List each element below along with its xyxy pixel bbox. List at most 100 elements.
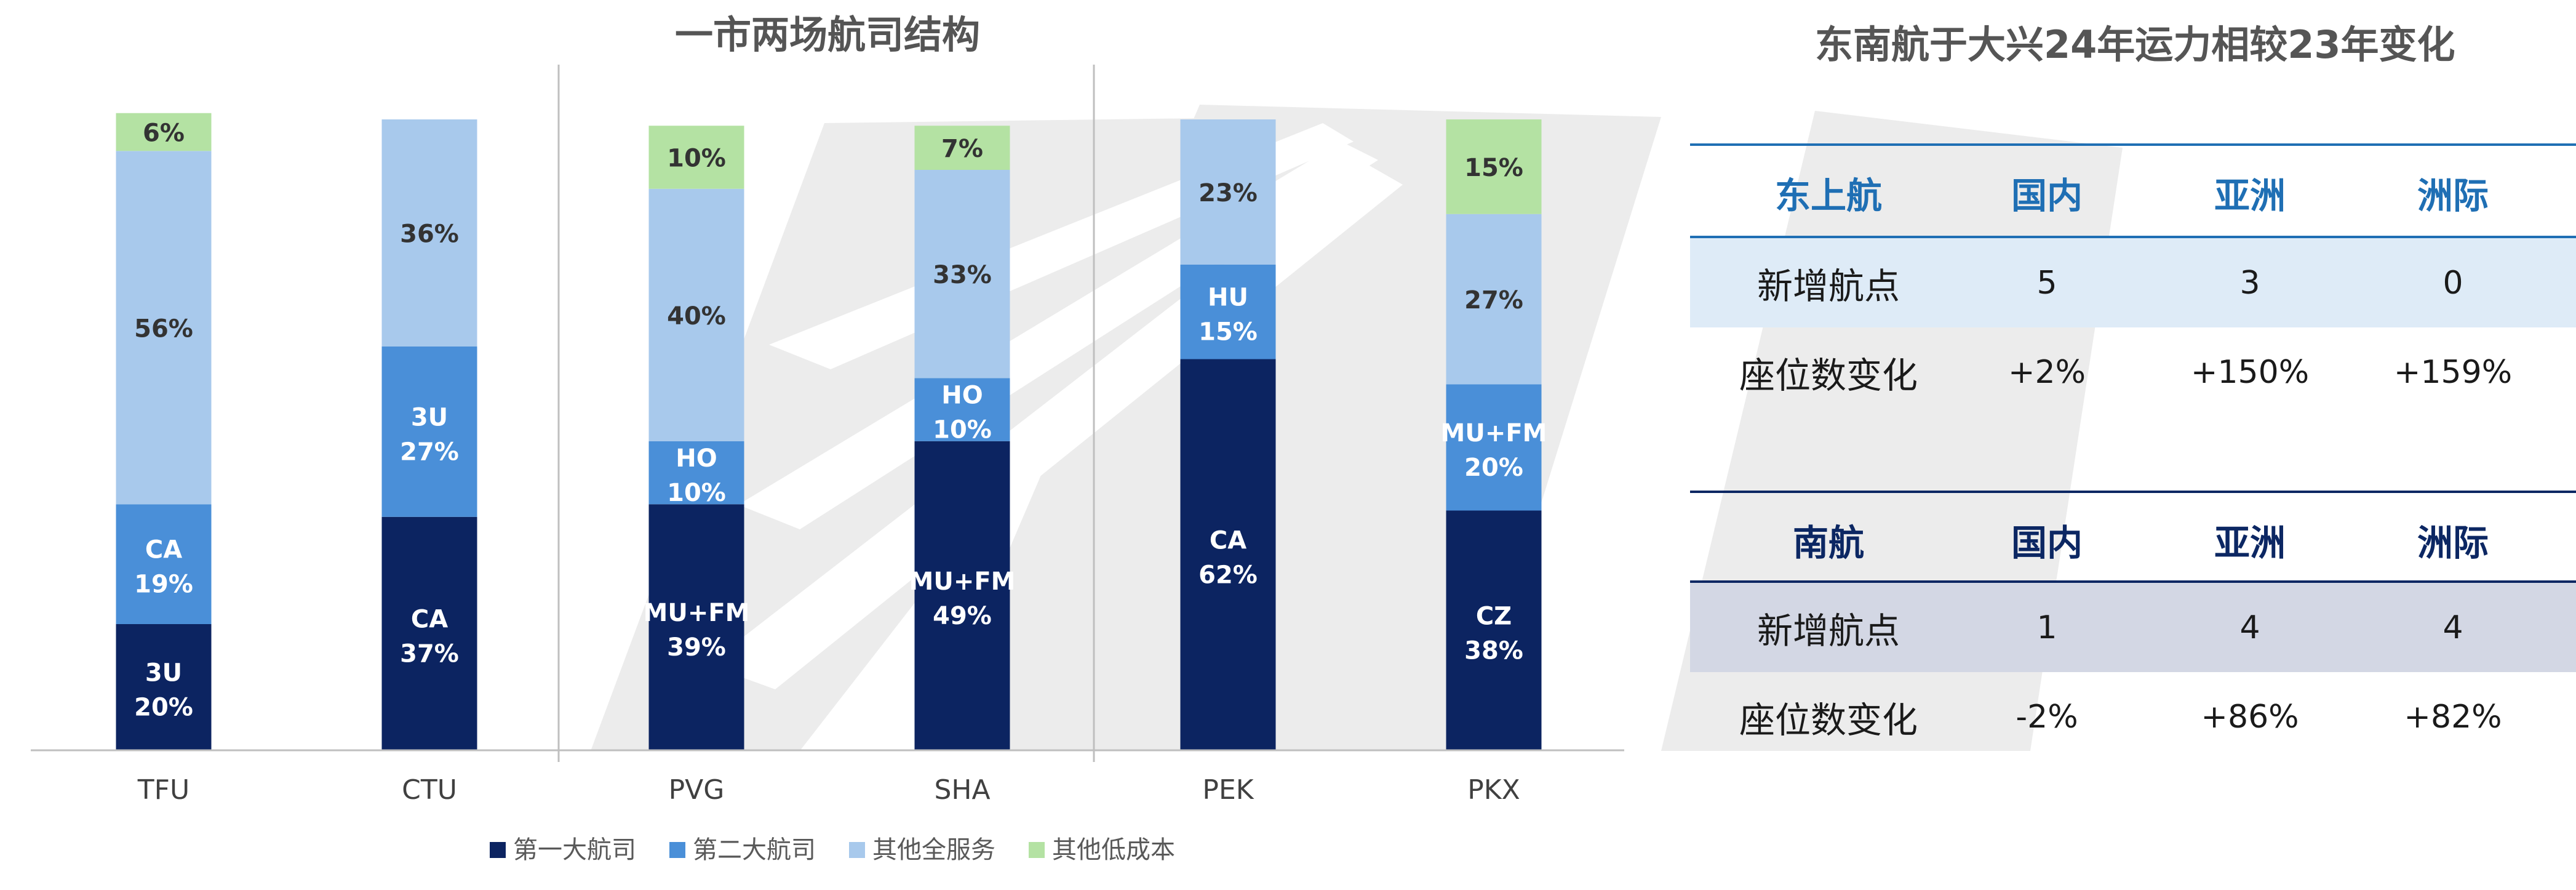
bar-label-value: 10%	[667, 145, 726, 173]
row-label: 座位数变化	[1739, 354, 1918, 396]
bar-segment-sha-s2	[914, 378, 1010, 441]
x-tick-label: SHA	[934, 774, 990, 806]
bar-label-value: 19%	[134, 571, 193, 599]
x-tick-label: TFU	[137, 774, 189, 806]
row-label: 新增航点	[1757, 265, 1900, 307]
bar-label-carrier: MU+FM	[909, 567, 1016, 596]
table-header-carrier: 东上航	[1774, 174, 1882, 217]
table-header-intercontinental: 洲际	[2417, 521, 2489, 564]
bar-label-value: 38%	[1464, 636, 1523, 665]
bar-label-carrier: MU+FM	[644, 599, 750, 627]
table-header-domestic: 国内	[2011, 174, 2083, 217]
bar-segment-tfu-s2	[116, 504, 212, 624]
x-tick-label: PVG	[669, 774, 725, 806]
bar-segment-ctu-s3	[381, 119, 477, 347]
bar-segment-pkx-s2	[1446, 384, 1542, 511]
table-cell: +2%	[2008, 353, 2086, 391]
bar-segment-sha-s3	[914, 170, 1010, 379]
table-header-intercontinental: 洲际	[2417, 174, 2489, 217]
table-cell: 1	[2036, 609, 2057, 646]
table-row: 新增航点 5 3 0	[1690, 238, 2576, 327]
bar-segment-sha-s1	[914, 441, 1010, 750]
bar-segment-ctu-s2	[381, 347, 477, 517]
bar-segment-pkx-s1	[1446, 510, 1542, 750]
table-cell: -2%	[2016, 698, 2078, 736]
table-cell: +150%	[2190, 353, 2310, 391]
table-rule	[1690, 236, 2576, 238]
bar-label-carrier: CA	[411, 605, 448, 633]
bar-label-value: 15%	[1198, 318, 1258, 347]
legend-swatch	[1029, 842, 1045, 858]
bar-segment-pvg-s1	[648, 504, 744, 750]
legend-label: 其他低成本	[1052, 836, 1175, 864]
bar-label-value: 23%	[1198, 179, 1258, 207]
bar-segment-tfu-s4	[116, 113, 212, 151]
table-header-row: 南航 国内 亚洲 洲际	[1690, 495, 2576, 584]
bar-label-value: 20%	[134, 694, 193, 722]
row-label: 座位数变化	[1739, 699, 1918, 741]
bar-segment-tfu-s3	[116, 151, 212, 505]
bar-label-value: 27%	[1464, 286, 1523, 315]
bar-label-carrier: MU+FM	[1441, 419, 1547, 447]
table-cell: 5	[2036, 264, 2057, 302]
bar-label-value: 40%	[667, 302, 726, 331]
bar-segment-ctu-s1	[381, 516, 477, 750]
stacked-bar-chart: 一市两场航司结构 3U 20% CA 19% 56% 6% CA 37% 3U 27% 36% MU+…	[31, 12, 1624, 864]
bar-label-carrier: HO	[676, 444, 717, 473]
bar-label-carrier: 3U	[145, 659, 182, 688]
table-rule	[1690, 580, 2576, 583]
chart-title: 一市两场航司结构	[675, 12, 980, 57]
bar-label-value: 36%	[400, 220, 459, 249]
table-rule	[1690, 143, 2576, 146]
bar-label-carrier: HO	[941, 382, 983, 410]
table-header-domestic: 国内	[2011, 521, 2083, 564]
bar-label-carrier: CZ	[1476, 602, 1512, 630]
legend-swatch	[490, 842, 506, 858]
bar-segment-pkx-s4	[1446, 119, 1542, 214]
x-tick-label: CTU	[402, 774, 457, 806]
bar-label-value: 15%	[1464, 154, 1523, 182]
bar-segment-pvg-s3	[648, 188, 744, 441]
table-cell: 4	[2442, 609, 2463, 646]
bar-segment-pek-s2	[1180, 264, 1276, 359]
table-header-row: 东上航 国内 亚洲 洲际	[1690, 148, 2576, 237]
bar-label-value: 56%	[134, 315, 193, 343]
bar-segment-pek-s1	[1180, 359, 1276, 750]
x-tick-label: PEK	[1202, 774, 1254, 806]
bar-label-value: 39%	[667, 633, 726, 662]
bar-label-carrier: CA	[145, 536, 182, 564]
table-cell: 3	[2239, 264, 2260, 302]
bar-label-carrier: HU	[1208, 284, 1248, 312]
bar-label-value: 37%	[400, 639, 459, 668]
table-row: 座位数变化 +2% +150% +159%	[1690, 327, 2576, 417]
bar-label-value: 6%	[143, 119, 185, 148]
table-header-asia: 亚洲	[2214, 174, 2286, 217]
legend-swatch	[669, 842, 685, 858]
bar-label-value: 27%	[400, 438, 459, 466]
table-cell: +82%	[2404, 698, 2502, 736]
table-row: 座位数变化 -2% +86% +82%	[1690, 672, 2576, 761]
legend-label: 其他全服务	[872, 836, 995, 864]
bar-segment-tfu-s1	[116, 624, 212, 750]
bar-segment-pvg-s2	[648, 441, 744, 505]
table-cell: 0	[2442, 264, 2463, 302]
table-title: 东南航于大兴24年运力相较23年变化	[1815, 22, 2455, 67]
bar-label-value: 62%	[1198, 561, 1258, 589]
legend-label: 第二大航司	[693, 836, 816, 864]
bar-label-carrier: 3U	[411, 403, 448, 431]
bar-label-value: 49%	[933, 602, 992, 630]
bar-segment-pek-s3	[1180, 119, 1276, 265]
bar-segment-sha-s4	[914, 126, 1010, 170]
bar-segment-pkx-s3	[1446, 214, 1542, 385]
table-header-carrier: 南航	[1792, 521, 1864, 564]
table-rule	[1690, 491, 2576, 493]
table-cell: +86%	[2201, 698, 2299, 736]
bar-label-value: 7%	[941, 135, 983, 163]
legend-label: 第一大航司	[513, 836, 636, 864]
bar-label-value: 10%	[933, 416, 992, 444]
table-row: 新增航点 1 4 4	[1690, 583, 2576, 672]
table-cell: +159%	[2393, 353, 2513, 391]
bar-segment-pvg-s4	[648, 126, 744, 189]
legend-swatch	[849, 842, 865, 858]
bar-label-value: 33%	[933, 261, 992, 289]
